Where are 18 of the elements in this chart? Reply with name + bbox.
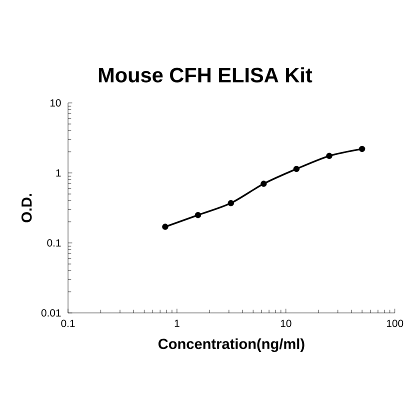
y-tick-label: 1: [56, 169, 61, 177]
x-tick-label: 1: [174, 320, 180, 327]
point: [358, 146, 366, 152]
point: [260, 180, 267, 187]
chart-title: Mouse CFH ELISA Kit: [98, 67, 312, 82]
point: [162, 224, 168, 230]
y-tick-label: 0.01: [41, 309, 61, 317]
x-tick-label: 0.1: [61, 320, 75, 328]
x-tick-label: 10: [280, 320, 292, 328]
point: [326, 152, 332, 160]
y-tick-label: 10: [50, 99, 61, 107]
y-tick-label: 0.1: [47, 239, 61, 247]
point: [228, 200, 234, 206]
x-axis-title: Concentration(ng/ml): [158, 338, 304, 352]
y-axis-title: O.D.: [21, 194, 32, 222]
x-tick-label: 100: [386, 320, 404, 328]
point: [293, 166, 300, 172]
point: [194, 212, 202, 218]
